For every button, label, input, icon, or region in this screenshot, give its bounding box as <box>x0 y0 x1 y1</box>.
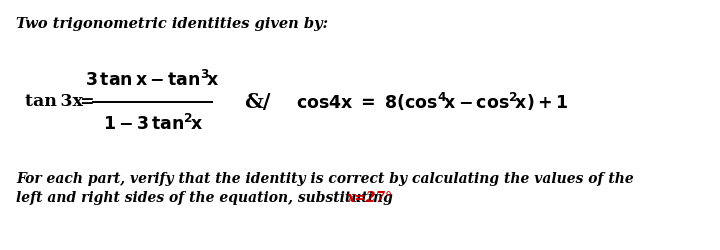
Text: tan 3x: tan 3x <box>25 94 83 110</box>
Text: Two trigonometric identities given by:: Two trigonometric identities given by: <box>16 17 328 31</box>
Text: left and right sides of the equation, substituting: left and right sides of the equation, su… <box>16 191 398 205</box>
Text: &/: &/ <box>244 92 271 112</box>
Text: =: = <box>79 94 94 110</box>
Text: $\mathbf{cos4x\ =\ 8(cos^4\!x - cos^2\!x) + 1}$: $\mathbf{cos4x\ =\ 8(cos^4\!x - cos^2\!x… <box>296 91 568 113</box>
Text: $\mathbf{3\,tan\,x - tan^3\!x}$: $\mathbf{3\,tan\,x - tan^3\!x}$ <box>86 70 220 90</box>
Text: x=27°: x=27° <box>346 191 392 205</box>
Text: For each part, verify that the identity is correct by calculating the values of : For each part, verify that the identity … <box>16 172 634 186</box>
Text: $\mathbf{1 - 3\,tan^2\!x}$: $\mathbf{1 - 3\,tan^2\!x}$ <box>103 114 202 134</box>
